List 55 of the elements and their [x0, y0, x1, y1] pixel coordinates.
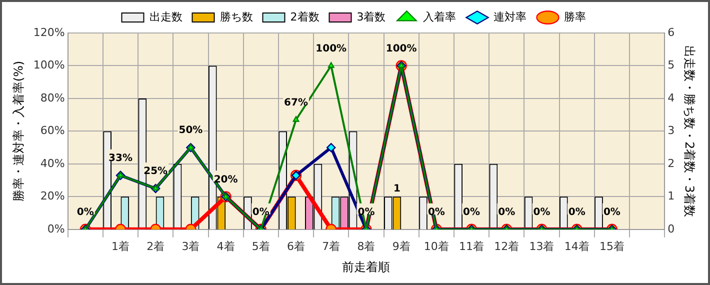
y-tick-label: 0%: [47, 222, 65, 236]
legend-label: 2着数: [290, 10, 320, 24]
data-label: 0%: [568, 206, 586, 218]
y2-tick-label: 3: [668, 124, 675, 138]
x-tick-label: 5着: [252, 240, 270, 253]
data-label: 100%: [386, 43, 417, 54]
y2-tick-label: 1: [668, 190, 675, 203]
data-label: 1: [393, 183, 400, 194]
y2-axis-title: 出走数・勝ち数・2着数・3着数: [682, 46, 697, 217]
data-label: 33%: [108, 152, 132, 164]
y-tick-label: 40%: [40, 156, 65, 170]
data-label: 50%: [178, 125, 203, 136]
x-axis-title: 前走着順: [342, 260, 390, 274]
x-tick-label: 7着: [322, 240, 340, 253]
x-tick-label: 13着: [529, 240, 554, 253]
x-tick-label: 6着: [287, 240, 306, 253]
legend-label: 勝率: [564, 10, 586, 24]
data-label: 100%: [316, 43, 347, 54]
data-label: 25%: [144, 166, 168, 178]
x-tick-label: 14着: [564, 240, 590, 253]
legend-label: 入着率: [423, 10, 456, 24]
data-label: 0%: [76, 206, 94, 218]
x-tick-label: 10着: [424, 240, 449, 253]
x-tick-label: 3着: [182, 240, 200, 253]
y-tick-label: 100%: [33, 58, 65, 72]
data-label: 0%: [252, 206, 270, 218]
x-tick-label: 9着: [392, 240, 410, 253]
data-label: 67%: [284, 97, 308, 108]
y2-tick-label: 2: [668, 156, 675, 170]
y-tick-label: 120%: [33, 26, 65, 39]
x-tick-label: 2着: [146, 240, 165, 253]
data-label: 20%: [214, 174, 238, 186]
data-label: 0%: [603, 206, 620, 218]
data-label: 0%: [498, 206, 516, 218]
y-tick-label: 60%: [40, 124, 65, 138]
legend-label: 3着数: [356, 10, 386, 24]
y2-tick-label: 5: [668, 58, 675, 72]
y-tick-label: 20%: [40, 190, 65, 203]
x-tick-label: 4着: [216, 240, 235, 253]
y2-tick-label: 4: [668, 91, 675, 104]
data-label: 0%: [463, 206, 480, 218]
x-tick-label: 12着: [494, 240, 520, 253]
x-tick-label: 15着: [599, 240, 624, 253]
y2-tick-label: 0: [668, 222, 675, 236]
y2-tick-label: 6: [668, 26, 675, 39]
x-tick-label: 8着: [357, 240, 376, 253]
y-tick-label: 80%: [40, 91, 65, 104]
legend-label: 連対率: [494, 10, 527, 24]
x-tick-label: 11着: [459, 240, 484, 253]
legend-label: 勝ち数: [220, 10, 253, 24]
y-axis-title: 勝率・連対率・入着率(%): [11, 60, 26, 202]
data-label: 0%: [533, 206, 550, 218]
data-label: 0%: [428, 206, 445, 218]
legend-label: 出走数: [149, 10, 182, 24]
x-tick-label: 1着: [112, 240, 130, 253]
